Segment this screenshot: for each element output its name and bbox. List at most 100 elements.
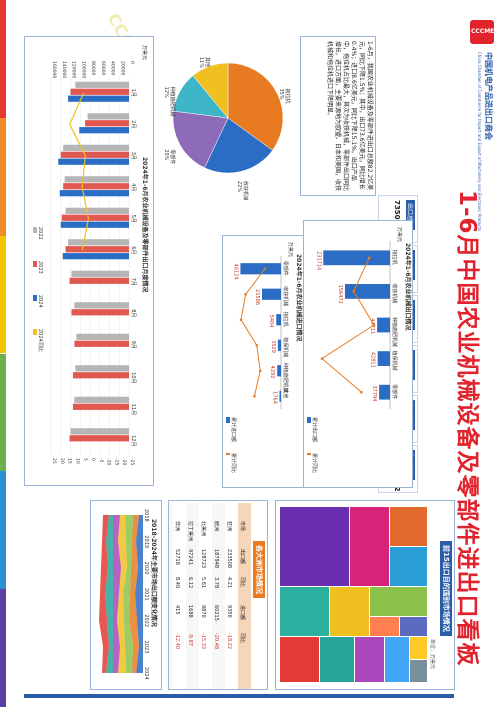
bar xyxy=(323,250,390,266)
bar xyxy=(68,95,129,102)
data-label: 42811 xyxy=(370,352,376,368)
pie-panel: 拖拉机 35% 收获机械 22% 零部件 20% 种植施肥机械 12% 其他 11% xyxy=(150,30,300,201)
chart-unit: 万美元 xyxy=(396,227,403,242)
line-point xyxy=(239,318,243,322)
bar xyxy=(63,183,129,190)
category-label: 植保机械 xyxy=(282,337,289,357)
market-table: 市场出口额同比进口额同比亚洲2335084.219350-18.22欧洲1879… xyxy=(169,503,251,689)
line-point xyxy=(258,369,262,373)
bar xyxy=(62,253,130,260)
series-line xyxy=(321,257,375,393)
side-stripe xyxy=(0,117,6,236)
bar xyxy=(262,288,281,300)
legend-label: 累计出口额 xyxy=(311,417,318,442)
line-point xyxy=(352,290,355,293)
table-row-bg xyxy=(212,503,225,689)
treemap-block xyxy=(370,587,427,616)
tick-label: 80000 xyxy=(90,61,96,75)
treemap-block xyxy=(320,637,354,682)
table-cell: -15.33 xyxy=(200,633,206,649)
table-cell: 60215 xyxy=(213,605,219,621)
category-label: 1月 xyxy=(130,89,136,97)
bar xyxy=(76,333,129,340)
category-label: 拖拉机 xyxy=(391,250,398,265)
table-header-bg xyxy=(238,503,251,689)
bar xyxy=(69,277,129,284)
bar xyxy=(277,365,281,377)
market-table-title: 各大洲市场情况 xyxy=(253,541,265,598)
table-cell: 128723 xyxy=(200,549,206,568)
bar xyxy=(70,88,129,95)
tick-label: -15 xyxy=(113,458,119,465)
legend-label: 累计同比 xyxy=(311,453,318,473)
pie-value: 22% xyxy=(236,181,242,192)
line-point xyxy=(255,343,259,347)
table-cell: 5.61 xyxy=(200,577,206,588)
year-label: 2022 xyxy=(143,614,149,627)
treemap-title: 前15出口目的国别市场情况 xyxy=(440,541,452,636)
area-chart-title: 2018-2024年主要市场出口额变化情况 xyxy=(150,519,157,627)
table-cell: -9.87 xyxy=(187,633,193,646)
bar xyxy=(79,127,129,134)
footer-bar xyxy=(24,694,454,698)
pie-slice xyxy=(227,62,284,151)
data-label: 37794 xyxy=(371,385,377,401)
legend-swatch xyxy=(226,453,230,455)
treemap-panel: 前15出口目的国别市场情况 单位：万美元 xyxy=(275,500,455,690)
line-point xyxy=(263,267,267,271)
table-cell: 187948 xyxy=(213,549,219,568)
category-label: 6月 xyxy=(130,246,136,254)
category-label: 11月 xyxy=(130,404,136,415)
bar xyxy=(58,158,129,165)
pie-label: 收获机械 xyxy=(242,181,249,200)
table-header-cell: 同比 xyxy=(239,633,246,643)
table-cell: 9350 xyxy=(226,605,232,618)
table-cell: 亚洲 xyxy=(226,521,232,531)
bar xyxy=(379,384,390,400)
table-cell: 3.78 xyxy=(213,577,219,588)
category-label: 2月 xyxy=(130,120,136,128)
pie-value: 11% xyxy=(198,57,204,68)
treemap-block xyxy=(390,507,427,546)
treemap-block xyxy=(280,637,319,682)
area-band xyxy=(99,515,109,673)
bar xyxy=(87,113,129,120)
bar xyxy=(61,214,129,221)
bar xyxy=(60,221,129,228)
market-table-panel: 各大洲市场情况 市场 出口额 同比 进口额 同比 亚洲 233508 4.21 9350 -18.… xyxy=(168,500,268,690)
treemap-block xyxy=(370,617,399,636)
table-header-cell: 市场 xyxy=(239,521,246,531)
bar xyxy=(75,365,129,372)
tick-label: 20000 xyxy=(119,61,125,75)
line-point xyxy=(372,323,376,327)
table-cell: -18.22 xyxy=(226,633,232,649)
tick-label: -20 xyxy=(121,458,127,465)
table-cell: 233508 xyxy=(226,549,232,568)
table-cell: 北美洲 xyxy=(200,521,207,536)
bar xyxy=(74,302,129,309)
year-label: 2023 xyxy=(143,641,149,654)
data-label: 231714 xyxy=(315,251,321,270)
table-cell: -20.48 xyxy=(213,633,219,649)
tick-label: 0 xyxy=(129,61,135,64)
legend-swatch xyxy=(33,329,37,335)
tick-label: 160000 xyxy=(51,61,57,78)
treemap-block xyxy=(385,637,409,682)
legend-label: 2022 xyxy=(37,227,43,240)
side-stripe xyxy=(0,353,6,472)
bar xyxy=(71,309,129,316)
category-label: 零部件 xyxy=(282,261,289,276)
treemap-block xyxy=(280,507,349,586)
legend-swatch xyxy=(307,417,311,423)
legend-label: 累计同比 xyxy=(230,453,237,473)
legend-swatch xyxy=(226,417,230,423)
bar xyxy=(59,190,129,197)
data-label: 46124 xyxy=(232,264,238,280)
line-point xyxy=(320,357,324,360)
pie-label: 种植施肥机械 xyxy=(169,87,176,117)
area-band xyxy=(117,515,127,673)
bar xyxy=(276,314,281,326)
